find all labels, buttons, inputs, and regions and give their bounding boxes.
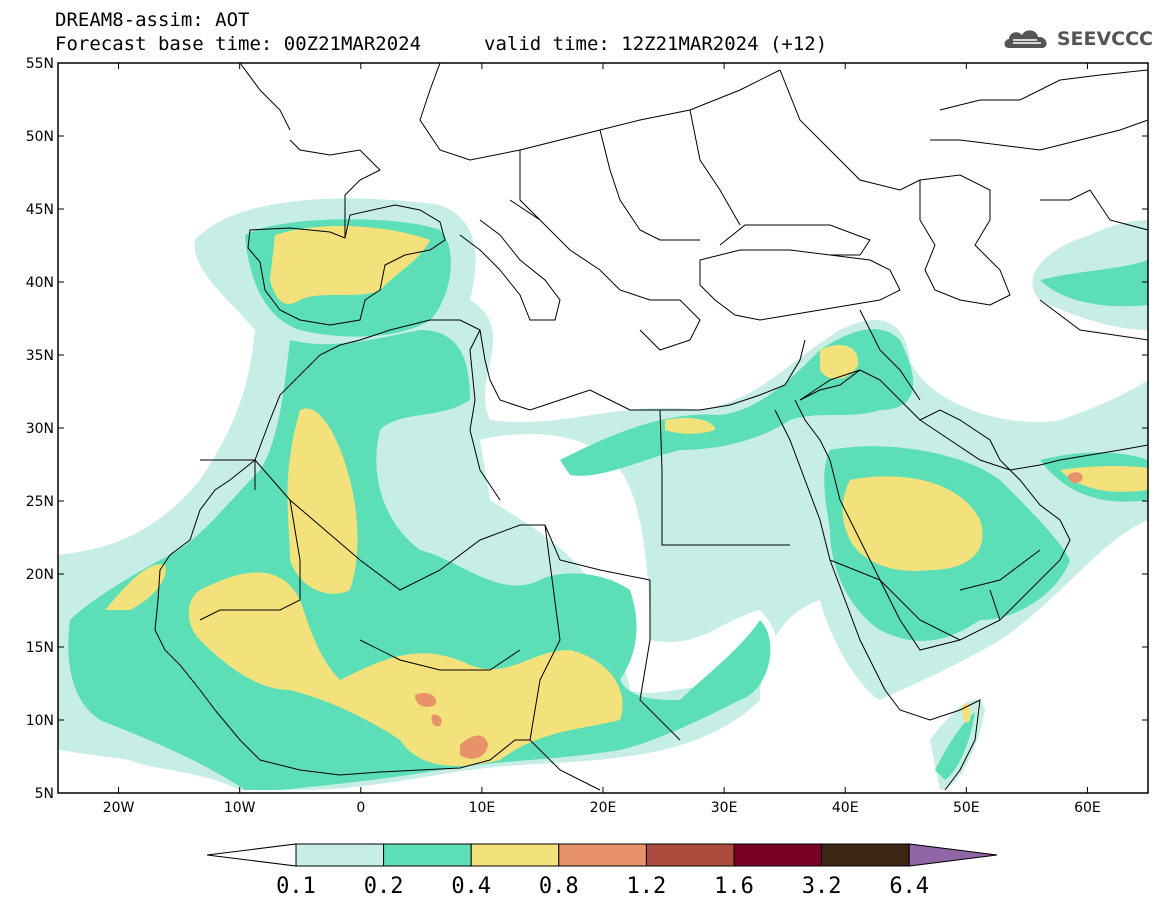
logo-text: SEEVCCC — [1056, 28, 1153, 50]
lon-tick-label: 40E — [832, 800, 859, 816]
lat-tick-label: 55N — [26, 56, 54, 72]
title-line-1: DREAM8-assim: AOT — [55, 9, 250, 31]
title-line-2: Forecast base time: 00Z21MAR2024 — [55, 33, 422, 55]
lat-tick-label: 25N — [26, 494, 54, 510]
lon-tick-label: 30E — [711, 800, 738, 816]
lat-tick-label: 20N — [26, 567, 54, 583]
colorbar-label: 0.1 — [276, 874, 316, 899]
aot-band-0.8 — [415, 472, 1083, 759]
colorbar-label: 0.8 — [539, 874, 579, 899]
colorbar-box — [558, 843, 647, 867]
lat-tick-label: 45N — [26, 202, 54, 218]
lat-tick-label: 35N — [26, 348, 54, 364]
colorbar-over-triangle — [908, 843, 998, 867]
lat-tick-label: 30N — [26, 421, 54, 437]
lon-tick-label: 20W — [103, 800, 135, 816]
seevccc-logo: SEEVCCC — [1001, 26, 1153, 52]
lat-tick-label: 50N — [26, 129, 54, 145]
lon-tick-label: 10E — [469, 800, 496, 816]
lat-tick-label: 5N — [35, 786, 54, 802]
lon-tick-label: 0 — [356, 800, 365, 816]
lat-tick-label: 10N — [26, 713, 54, 729]
colorbar-label: 0.2 — [364, 874, 404, 899]
colorbar-label: 1.6 — [714, 874, 754, 899]
lon-tick-label: 60E — [1074, 800, 1101, 816]
colorbar-box — [821, 843, 910, 867]
lat-tick-label: 15N — [26, 640, 54, 656]
colorbar-box — [470, 843, 560, 867]
colorbar-under-triangle — [206, 843, 297, 867]
colorbar-label: 6.4 — [889, 874, 929, 899]
axis-ticks: 5N 10N 15N 20N 25N 30N 35N 40N 45N 50N 55N 20W 10W 0 1… — [26, 56, 1148, 816]
colorbar-box — [383, 843, 472, 867]
lon-tick-label: 10W — [224, 800, 256, 816]
lat-tick-label: 40N — [26, 275, 54, 291]
aot-band-0.4 — [105, 225, 1148, 766]
colorbar-label: 0.4 — [451, 874, 491, 899]
coastlines — [154, 63, 1148, 791]
cloud-icon — [1004, 30, 1047, 48]
colorbar: 0.1 0.2 0.4 0.8 1.2 1.6 3.2 6.4 — [206, 843, 998, 899]
colorbar-label: 3.2 — [802, 874, 842, 899]
aot-field — [58, 63, 1148, 791]
lon-tick-label: 20E — [590, 800, 617, 816]
colorbar-box — [295, 843, 385, 867]
title-line-3: valid time: 12Z21MAR2024 (+12) — [484, 33, 828, 55]
colorbar-box — [733, 843, 823, 867]
lon-tick-label: 50E — [953, 800, 980, 816]
colorbar-label: 1.2 — [627, 874, 667, 899]
colorbar-box — [645, 843, 735, 867]
